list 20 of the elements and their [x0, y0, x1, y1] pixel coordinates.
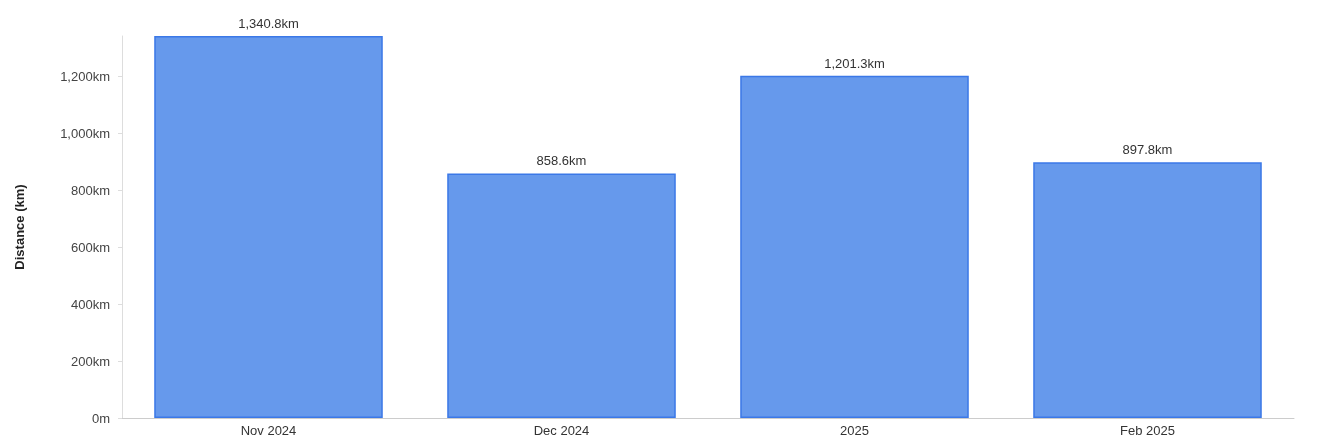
y-tick-label: 0m: [91, 410, 110, 426]
x-tick-label: Dec 2024: [533, 423, 590, 438]
y-axis-title: Distance (km): [12, 184, 27, 270]
data-label: 858.6km: [536, 153, 587, 169]
y-tick-label: 200km: [70, 353, 110, 369]
x-tick-label: 2025: [840, 423, 869, 438]
y-tick-label: 400km: [70, 296, 110, 312]
data-label: 897.8km: [1122, 142, 1173, 158]
y-tick-label: 1,000km: [60, 125, 110, 141]
bar: [1033, 162, 1262, 418]
y-tick-label: 600km: [70, 239, 110, 255]
bar: [740, 75, 969, 418]
data-label: 1,201.3km: [824, 55, 885, 71]
y-tick-label: 800km: [70, 182, 110, 198]
bar: [447, 173, 676, 418]
x-tick-label: Feb 2025: [1120, 423, 1175, 438]
y-tick-label: 1,200km: [60, 68, 110, 84]
bar: [154, 36, 383, 418]
data-label: 1,340.8km: [238, 16, 299, 31]
x-tick-label: Nov 2024: [240, 423, 297, 438]
